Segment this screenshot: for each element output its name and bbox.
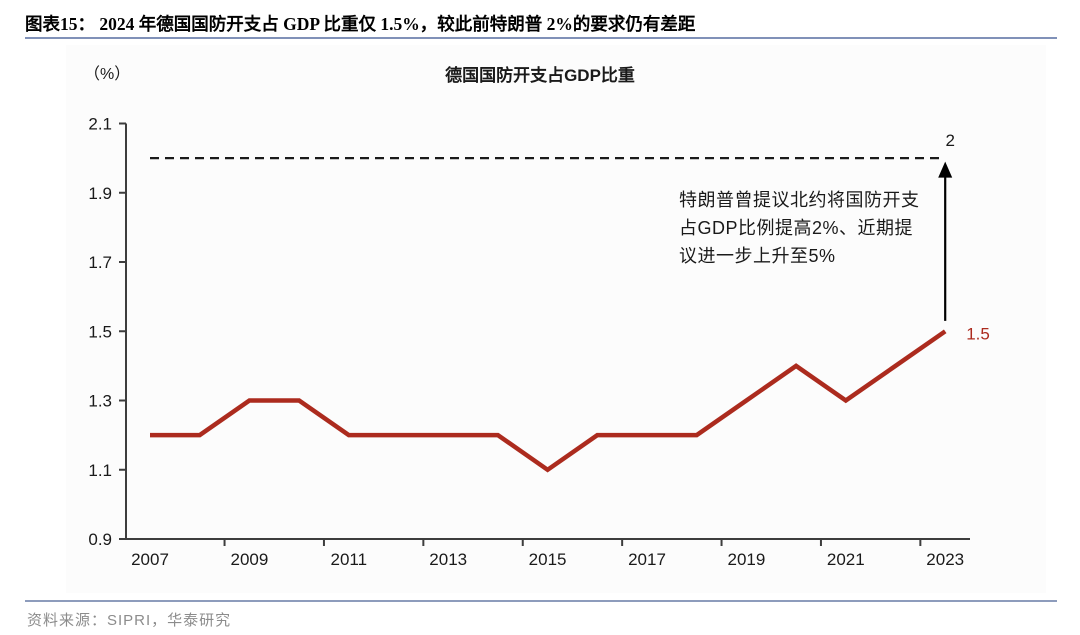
y-axis-unit-label: （%） [84, 66, 131, 83]
x-tick-label: 2007 [131, 550, 169, 569]
x-tick-label: 2015 [529, 550, 567, 569]
x-tick-label: 2017 [628, 550, 666, 569]
arrow-head-icon [938, 161, 953, 178]
annotation-line-2: 占GDP比例提高2%、近期提 [679, 218, 914, 238]
x-tick-label: 2011 [331, 550, 368, 569]
x-tick-label: 2019 [727, 550, 765, 569]
title-underline [25, 37, 1057, 39]
source-note: 资料来源：SIPRI，华泰研究 [27, 612, 232, 629]
y-tick-label: 2.1 [88, 115, 112, 134]
annotation-line-1: 特朗普曾提议北约将国防开支 [679, 190, 920, 210]
y-tick-label: 1.7 [88, 253, 112, 272]
x-tick-label: 2023 [926, 550, 964, 569]
reference-line-label: 2 [945, 131, 954, 150]
x-tick-label: 2009 [230, 550, 268, 569]
x-tick-label: 2013 [429, 550, 467, 569]
footer-divider [25, 600, 1057, 602]
page-title: 图表15： 2024 年德国国防开支占 GDP 比重仅 1.5%，较此前特朗普 … [25, 14, 696, 34]
chart-title: 德国国防开支占GDP比重 [445, 66, 635, 85]
last-point-label: 1.5 [966, 324, 990, 343]
chart-panel-background [66, 45, 1046, 593]
y-tick-label: 0.9 [88, 530, 112, 549]
x-tick-label: 2021 [827, 550, 865, 569]
annotation-line-3: 议进一步上升至5% [679, 246, 836, 266]
y-tick-label: 1.1 [88, 461, 112, 480]
y-tick-label: 1.3 [88, 392, 112, 411]
chart-annotation: 特朗普曾提议北约将国防开支 占GDP比例提高2%、近期提 议进一步上升至5% [679, 186, 920, 270]
y-tick-label: 1.9 [88, 184, 112, 203]
defense-spending-line [150, 329, 947, 473]
y-tick-label: 1.5 [88, 322, 112, 341]
